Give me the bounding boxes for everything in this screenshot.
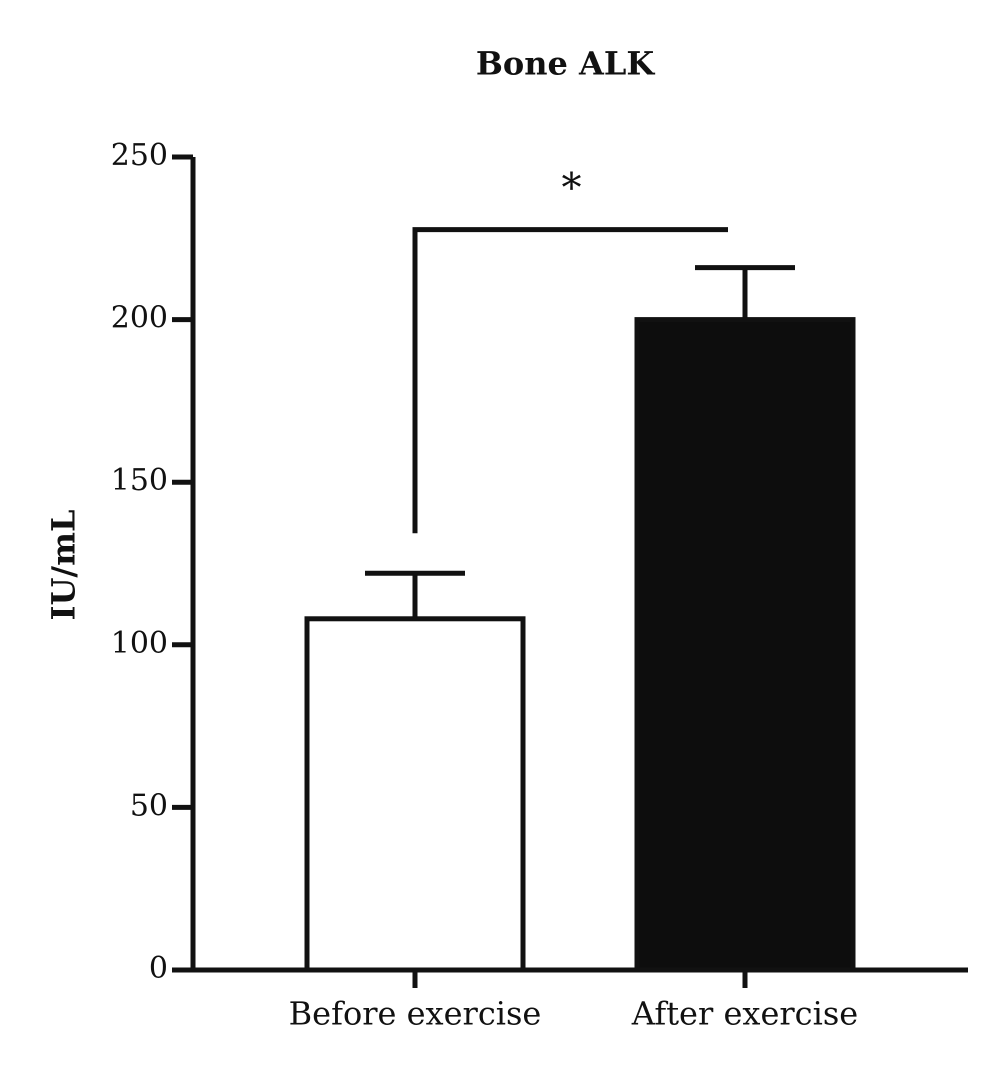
y-tick-label: 0: [149, 951, 168, 986]
y-axis-label: IU/mL: [45, 510, 83, 621]
y-tick-label: 200: [111, 301, 168, 336]
y-tick-label: 250: [111, 138, 168, 173]
y-tick-label: 150: [111, 463, 168, 498]
x-tick-label: Before exercise: [289, 995, 542, 1033]
bar: [634, 317, 856, 973]
bar: [304, 616, 526, 973]
significance-label: *: [562, 166, 582, 212]
y-tick-label: 50: [130, 788, 168, 823]
significance-bracket: [412, 227, 728, 534]
y-tick-label: 100: [111, 626, 168, 661]
chart-title: Bone ALK: [476, 45, 655, 83]
x-tick-label: After exercise: [631, 995, 858, 1033]
